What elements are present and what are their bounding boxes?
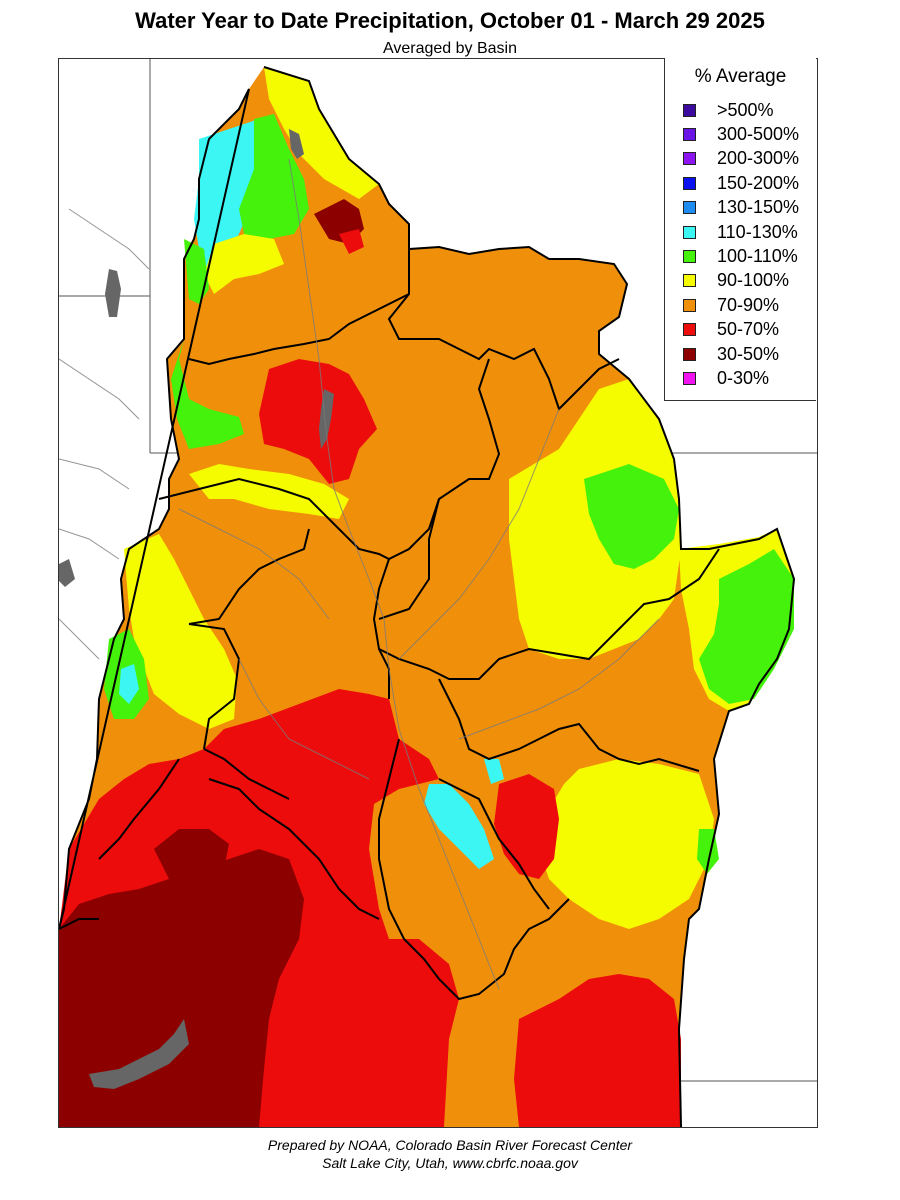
water-bodies xyxy=(59,129,334,1089)
basin-outline xyxy=(59,66,796,1127)
legend-label: 0-30% xyxy=(717,367,770,388)
footer-credit-line1: Prepared by NOAA, Colorado Basin River F… xyxy=(267,1137,633,1153)
legend-label: 150-200% xyxy=(717,172,800,193)
legend-label: 100-110% xyxy=(717,246,798,267)
basin-boundaries xyxy=(59,249,720,1001)
legend-item-100-110: 100-110% xyxy=(683,244,799,268)
legend-item-70-90: 70-90% xyxy=(683,293,799,317)
legend-item-0-30: 0-30% xyxy=(683,366,799,390)
legend-item-150-200: 150-200% xyxy=(683,171,799,195)
legend-swatch xyxy=(683,323,696,337)
legend-label: >500% xyxy=(717,99,774,120)
legend-label: 50-70% xyxy=(717,319,780,340)
legend-label: 130-150% xyxy=(717,197,800,218)
legend-swatch xyxy=(683,347,696,361)
legend-item-130-150: 130-150% xyxy=(683,196,799,220)
legend-swatch xyxy=(683,201,696,215)
legend-swatch xyxy=(683,298,696,312)
legend-label: 70-90% xyxy=(717,294,780,315)
legend-panel: % Average >500% 300-500% 200-300% 150-20… xyxy=(664,58,816,401)
legend-swatch xyxy=(683,371,696,385)
legend-title: % Average xyxy=(694,66,787,87)
legend-swatch xyxy=(683,103,696,117)
legend-list: >500% 300-500% 200-300% 150-200% 130-150… xyxy=(683,98,799,391)
legend-label: 30-50% xyxy=(717,343,780,364)
legend-label: 110-130% xyxy=(717,221,798,242)
legend-swatch xyxy=(683,128,696,142)
legend-item-30-50: 30-50% xyxy=(683,342,799,366)
legend-swatch xyxy=(683,225,696,239)
legend-swatch xyxy=(683,176,696,190)
rivers xyxy=(59,158,660,990)
legend-label: 300-500% xyxy=(717,124,800,145)
legend-item-110-130: 110-130% xyxy=(683,220,799,244)
legend-item-50-70: 50-70% xyxy=(683,318,799,342)
legend-swatch xyxy=(683,274,696,288)
footer-credit-line2: Salt Lake City, Utah, www.cbrfc.noaa.gov xyxy=(322,1155,578,1171)
legend-item-90-100: 90-100% xyxy=(683,269,799,293)
legend-swatch xyxy=(683,152,696,166)
precipitation-zones xyxy=(59,67,794,1127)
legend-label: 90-100% xyxy=(717,270,790,291)
map-title: Water Year to Date Precipitation, Octobe… xyxy=(135,8,765,33)
map-subtitle: Averaged by Basin xyxy=(382,40,517,57)
legend-item-300-500: 300-500% xyxy=(683,122,799,146)
legend-label: 200-300% xyxy=(717,148,800,169)
legend-swatch xyxy=(683,250,696,264)
legend-item-200-300: 200-300% xyxy=(683,147,799,171)
legend-item-gt500: >500% xyxy=(683,98,799,122)
